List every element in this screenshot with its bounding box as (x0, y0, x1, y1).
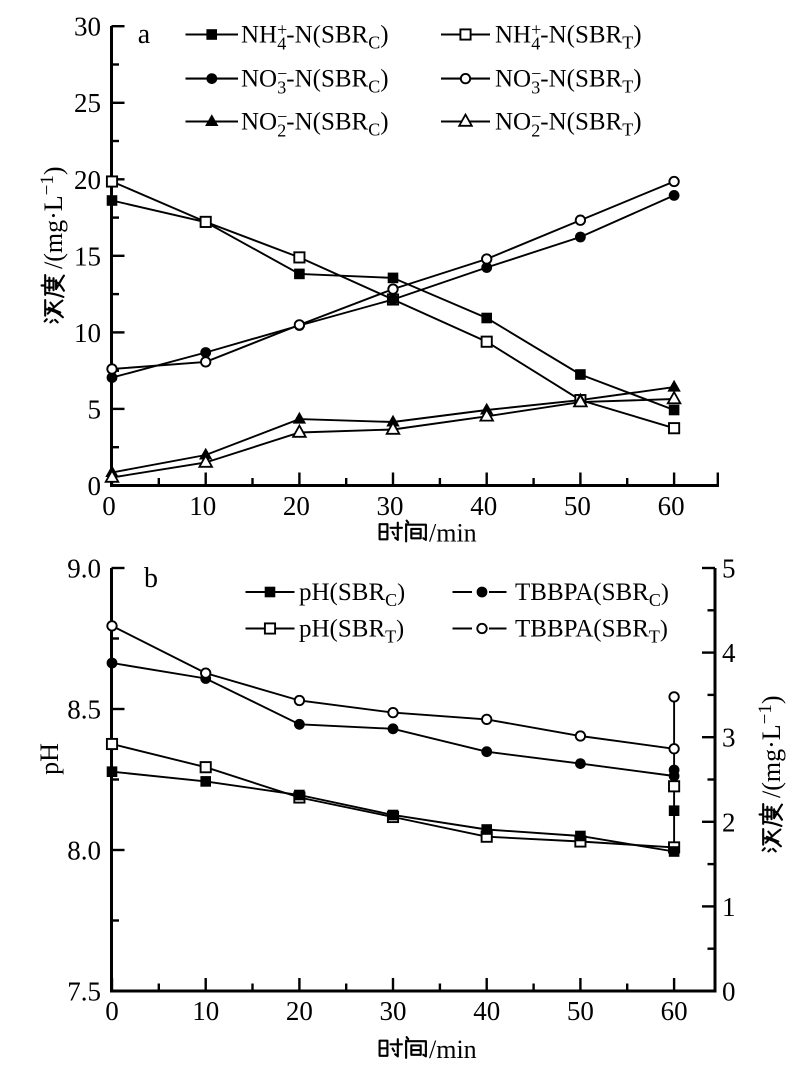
svg-text:NH+4-N(SBRT): NH+ 4-N(SBRT) (495, 20, 642, 54)
svg-text:0: 0 (88, 471, 102, 501)
svg-text:1: 1 (722, 892, 736, 922)
svg-text:pH(SBRT): pH(SBRT) (299, 616, 404, 647)
svg-text:/min: /min (429, 1035, 477, 1064)
svg-text:/min: /min (429, 519, 477, 548)
svg-text:NH+4-N(SBRC): NH+ 4-N(SBRC) (241, 20, 389, 54)
svg-text:0: 0 (722, 977, 736, 1007)
svg-text:10: 10 (74, 318, 101, 348)
svg-text:30: 30 (380, 996, 407, 1026)
svg-text:15: 15 (74, 241, 101, 271)
svg-text:40: 40 (473, 996, 500, 1026)
svg-text:10: 10 (192, 996, 219, 1026)
svg-text:8.5: 8.5 (67, 695, 101, 725)
svg-text:NO−3-N(SBRT): NO− 3-N(SBRT) (495, 64, 642, 98)
svg-text:NO−2-N(SBRT): NO− 2-N(SBRT) (495, 107, 642, 141)
svg-text:TBBPA(SBRC): TBBPA(SBRC) (515, 579, 669, 610)
svg-text:0: 0 (102, 491, 116, 521)
svg-text:60: 60 (658, 491, 685, 521)
svg-text:50: 50 (567, 996, 594, 1026)
svg-text:2: 2 (722, 807, 736, 837)
svg-text:4: 4 (722, 638, 736, 668)
svg-text:pH: pH (35, 743, 64, 775)
svg-text:5: 5 (88, 394, 102, 424)
svg-text:7.5: 7.5 (67, 977, 101, 1007)
svg-text:8.0: 8.0 (67, 836, 101, 866)
svg-text:TBBPA(SBRT): TBBPA(SBRT) (515, 616, 668, 647)
svg-text:20: 20 (74, 165, 101, 195)
svg-text:10: 10 (189, 491, 216, 521)
svg-text:50: 50 (564, 491, 591, 521)
svg-text:NO−3-N(SBRC): NO− 3-N(SBRC) (241, 64, 389, 98)
svg-text:30: 30 (74, 12, 101, 42)
svg-text:NO−2-N(SBRC): NO− 2-N(SBRC) (241, 107, 389, 141)
svg-text:5: 5 (722, 554, 736, 584)
svg-text:25: 25 (74, 88, 101, 118)
svg-text:20: 20 (283, 491, 310, 521)
svg-text:9.0: 9.0 (67, 554, 101, 584)
svg-text:0: 0 (105, 996, 119, 1026)
svg-text:a: a (138, 19, 151, 50)
svg-text:b: b (144, 563, 158, 594)
svg-text:3: 3 (722, 723, 736, 753)
svg-text:20: 20 (286, 996, 313, 1026)
svg-text:30: 30 (377, 491, 404, 521)
svg-text:60: 60 (661, 996, 688, 1026)
svg-text:/(mg·L−1): /(mg·L−1) (37, 166, 68, 269)
svg-text:40: 40 (470, 491, 497, 521)
